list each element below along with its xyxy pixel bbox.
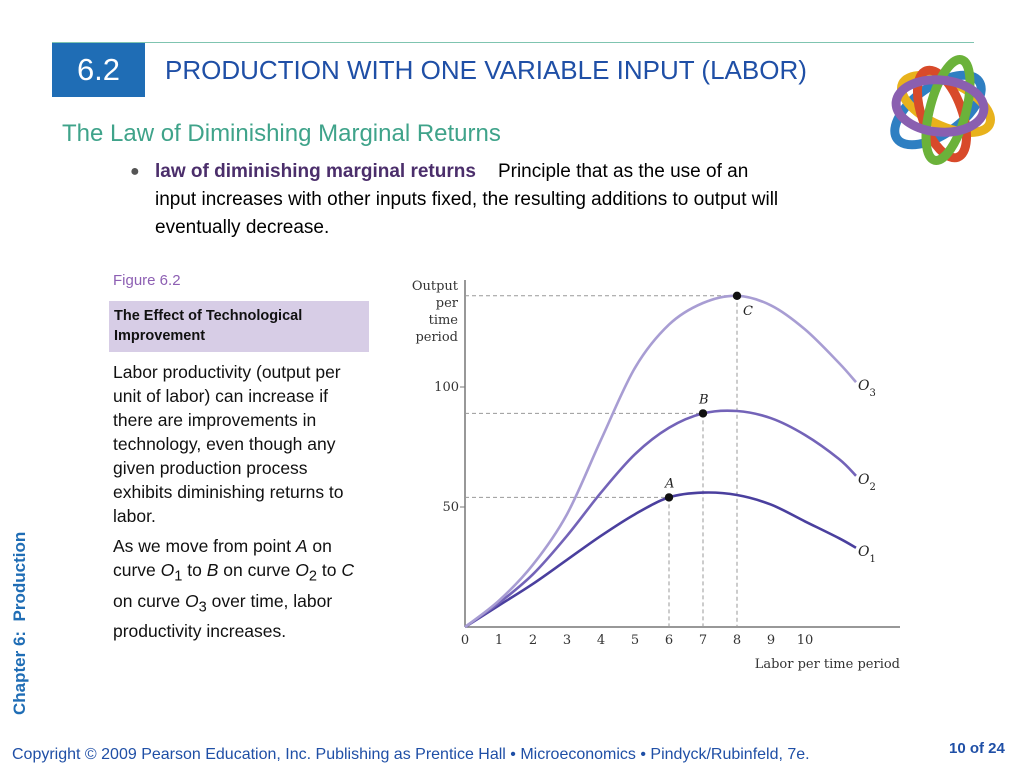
y-tick-label: 100 xyxy=(434,380,459,395)
series-label-O1: O1 xyxy=(858,544,876,565)
x-tick-label: 7 xyxy=(699,633,707,648)
x-tick-label: 3 xyxy=(563,633,571,648)
caption-paragraph-1: Labor productivity (output per unit of l… xyxy=(113,362,344,526)
point-label-A: A xyxy=(664,476,674,491)
x-tick-label: 4 xyxy=(597,633,605,648)
y-axis-label: time xyxy=(429,313,459,328)
point-A xyxy=(664,493,674,502)
x-tick-label: 0 xyxy=(461,633,469,648)
x-tick-label: 2 xyxy=(529,633,537,648)
series-line-O3 xyxy=(464,294,857,629)
header-rule xyxy=(52,42,974,43)
y-axis-label: Output xyxy=(412,279,459,294)
series-line-O2 xyxy=(464,409,857,629)
x-tick-label: 10 xyxy=(797,633,814,648)
section-number: 6.2 xyxy=(76,52,121,87)
page-number: 10 of 24 xyxy=(949,740,1005,757)
point-C xyxy=(732,291,742,300)
chapter-side-label: Chapter 6: Production xyxy=(10,531,29,715)
x-tick-label: 9 xyxy=(767,633,775,648)
definition-body: Principle that as the use of an input in… xyxy=(155,161,779,238)
point-label-C: C xyxy=(743,304,753,319)
rings-logo-icon xyxy=(890,55,995,165)
caption-paragraph-2: As we move from point A on curve O1 to B… xyxy=(113,536,354,641)
figure-label: Figure 6.2 xyxy=(113,272,181,289)
x-tick-label: 1 xyxy=(495,633,503,648)
y-axis-label: period xyxy=(415,330,458,345)
y-axis-label: per xyxy=(436,296,459,311)
series-line-O1 xyxy=(464,491,857,629)
section-number-badge: 6.2 xyxy=(52,43,145,97)
footer-copyright: Copyright © 2009 Pearson Education, Inc.… xyxy=(12,746,810,763)
series-label-O3: O3 xyxy=(858,378,876,399)
slide-subtitle: The Law of Diminishing Marginal Returns xyxy=(62,120,501,147)
x-tick-label: 6 xyxy=(665,633,673,648)
x-tick-label: 8 xyxy=(733,633,741,648)
figure-title: The Effect of Technological Improvement xyxy=(109,301,369,352)
bullet-icon: ● xyxy=(130,163,140,180)
definition-text: law of diminishing marginal returns Princ… xyxy=(155,158,785,242)
y-tick-label: 50 xyxy=(442,500,459,515)
point-B xyxy=(698,409,708,418)
series-label-O2: O2 xyxy=(858,472,876,493)
definition-term: law of diminishing marginal returns xyxy=(155,161,476,182)
point-label-B: B xyxy=(698,392,709,407)
x-axis-label: Labor per time period xyxy=(755,657,900,672)
production-chart: Output per time period 50 100 0 1 2 3 4 5 6 7 8 9 10 Labo… xyxy=(412,279,900,672)
slide-title: PRODUCTION WITH ONE VARIABLE INPUT (LABO… xyxy=(165,55,807,85)
figure-caption: Labor productivity (output per unit of l… xyxy=(113,360,368,649)
x-tick-label: 5 xyxy=(631,633,639,648)
